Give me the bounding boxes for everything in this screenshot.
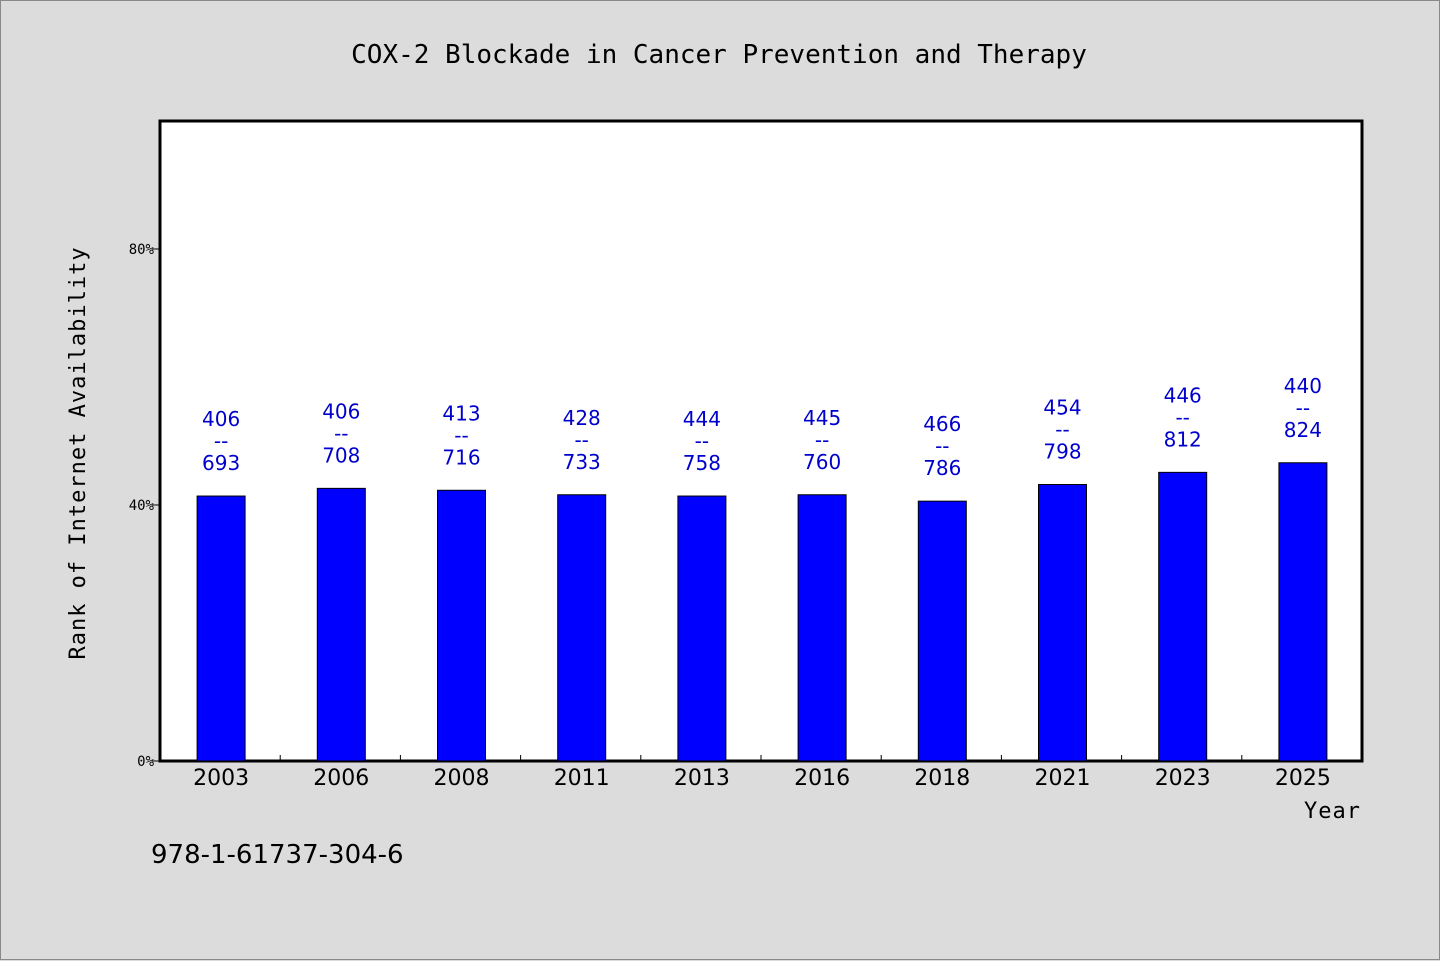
x-tick-label: 2011 [554,766,610,791]
bar-value-label: 444 [683,407,721,431]
bar-value-label: 812 [1164,427,1202,451]
bar-value-label: -- [1296,396,1310,420]
bar-value-label: 440 [1284,374,1322,398]
bar-2013 [677,495,727,762]
bar-value-label: 758 [683,451,721,475]
bar-value-label: 445 [803,406,841,430]
bar-value-label: 760 [803,450,841,474]
bar-2018 [917,500,967,762]
x-tick-label: 2003 [193,766,249,791]
x-tick-label: 2008 [434,766,490,791]
bar-2011 [557,494,607,762]
x-tick-label: 2018 [914,766,970,791]
x-tick-label: 2006 [313,766,369,791]
bars [196,462,1328,762]
bar-value-label: -- [695,429,709,453]
chart-title: COX-2 Blockade in Cancer Prevention and … [351,40,1087,70]
bar-value-label: 824 [1284,418,1322,442]
bar-value-label: -- [1055,418,1069,442]
bar-value-label: 446 [1164,383,1202,407]
x-axis-ticks: 2003 2006 2008 2011 2013 2016 2018 2021 2023 2025 [159,755,1363,791]
bar-2008 [437,489,486,762]
bar-2016 [797,494,847,762]
isbn-footnote: 978-1-61737-304-6 [151,840,404,870]
bar-value-label: 466 [923,412,961,436]
y-tick-label: 80% [129,242,155,258]
bar-value-label: -- [1175,405,1189,429]
bar-value-label: 798 [1043,440,1081,464]
bar-value-label: -- [454,423,468,447]
bar-value-label: 708 [322,443,360,467]
bar-2025 [1278,462,1328,762]
bar-value-label: 413 [442,401,480,425]
bar-2023 [1158,471,1208,762]
y-tick-label: 0% [137,754,154,770]
bar-labels: 406--693406--708413--716428--733444--758… [202,374,1322,480]
bar-value-label: -- [574,428,588,452]
bar-2006 [316,487,366,762]
bar-value-label: 428 [563,406,601,430]
bar-value-label: 733 [563,450,601,474]
bar-value-label: 406 [202,407,240,431]
y-tick-label: 40% [129,498,155,514]
bar-value-label: 454 [1043,396,1081,420]
bar-value-label: -- [334,421,348,445]
y-axis-ticks: 0% 40% 80% [129,242,160,770]
x-tick-label: 2016 [794,766,850,791]
bar-2003 [196,495,246,762]
bar-value-label: 786 [923,456,961,480]
bar-2021 [1038,484,1087,762]
bar-value-label: 406 [322,399,360,423]
y-axis-label: Rank of Internet Availability [66,246,91,659]
x-tick-label: 2025 [1275,766,1331,791]
bar-value-label: 716 [442,445,480,469]
bar-value-label: 693 [202,451,240,475]
bar-value-label: -- [935,434,949,458]
bar-value-label: -- [815,428,829,452]
x-axis-label: Year [1304,799,1361,824]
x-tick-label: 2023 [1155,766,1211,791]
x-tick-label: 2013 [674,766,730,791]
x-tick-label: 2021 [1035,766,1091,791]
bar-value-label: -- [214,429,228,453]
